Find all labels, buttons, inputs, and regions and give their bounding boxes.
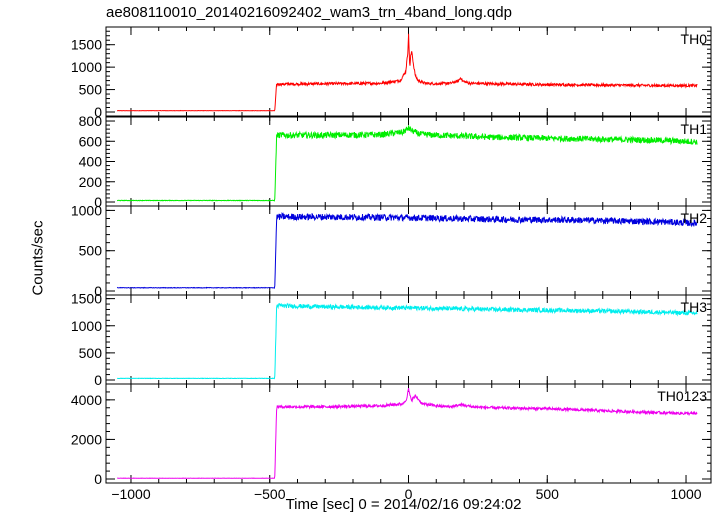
y-tick-label: 0 <box>94 283 102 299</box>
y-tick-label: 500 <box>79 82 103 98</box>
panel-label: TH0123 <box>657 388 707 404</box>
panel-th1: 0 200 400 600 800 TH1 <box>79 113 712 210</box>
series-line-th0 <box>116 33 698 112</box>
panel-th3: 0 500 1000 1500 TH3 <box>71 291 712 388</box>
y-tick-label: 1500 <box>71 37 102 53</box>
y-tick-label: 0 <box>94 194 102 210</box>
panel-th0123: 0 2000 4000 TH0123 −1000 −500 0 500 1000 <box>71 383 712 502</box>
y-tick-label: 500 <box>79 345 103 361</box>
y-tick-label: 500 <box>79 243 103 259</box>
x-tick-label: −1000 <box>111 486 151 502</box>
panel-th2: 0 500 1000 TH2 <box>71 202 712 299</box>
panel-label: TH3 <box>681 299 708 315</box>
panel-label: TH1 <box>681 121 708 137</box>
y-tick-label: 1000 <box>71 202 102 218</box>
x-tick-label: 1000 <box>670 486 701 502</box>
x-axis-label: Time [sec] 0 = 2014/02/16 09:24:02 <box>285 496 522 513</box>
series-line-th3 <box>117 302 698 380</box>
panel-frame <box>105 116 712 207</box>
y-tick-label: 400 <box>79 154 103 170</box>
panel-frame <box>105 294 712 385</box>
panel-label: TH2 <box>681 210 708 226</box>
y-tick-label: 800 <box>79 113 103 129</box>
chart-title: ae808110010_20140216092402_wam3_trn_4ban… <box>106 4 512 21</box>
y-tick-label: 0 <box>94 372 102 388</box>
y-tick-label: 2000 <box>71 431 102 447</box>
series-line-th2 <box>116 211 698 290</box>
series-line-th1 <box>116 125 698 202</box>
y-tick-label: 200 <box>79 174 103 190</box>
y-tick-label: 0 <box>94 104 102 120</box>
x-tick-label: −500 <box>254 486 286 502</box>
panel-label: TH0 <box>681 31 708 47</box>
panel-th0: 0 500 1000 1500 TH0 <box>71 26 712 120</box>
x-tick-label: 0 <box>405 486 413 502</box>
panel-frame <box>105 383 712 484</box>
panel-frame <box>105 205 712 296</box>
y-tick-label: 1500 <box>71 291 102 307</box>
y-tick-label: 1000 <box>71 59 102 75</box>
y-tick-label: 4000 <box>71 392 102 408</box>
series-line-th0123 <box>117 387 698 479</box>
y-tick-label: 600 <box>79 133 103 149</box>
x-tick-label: 500 <box>536 486 560 502</box>
y-tick-label: 1000 <box>71 318 102 334</box>
y-tick-label: 0 <box>94 471 102 487</box>
